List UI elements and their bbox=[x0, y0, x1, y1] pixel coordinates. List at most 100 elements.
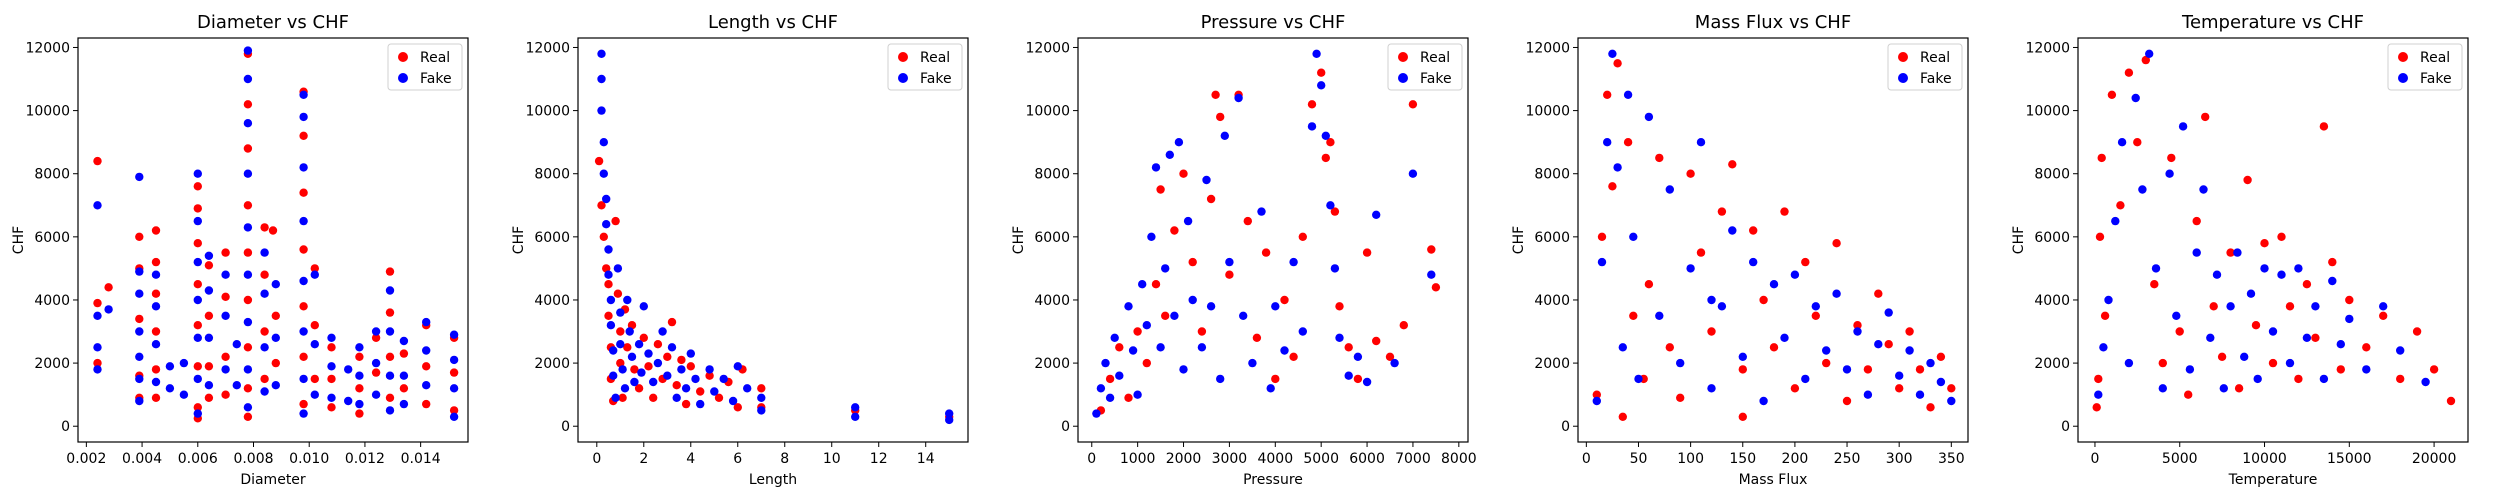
x-tick-label: 0 bbox=[592, 451, 601, 467]
data-point-real bbox=[2260, 239, 2269, 248]
data-point-fake bbox=[243, 169, 253, 178]
data-point-real bbox=[1427, 245, 1436, 254]
x-tick-label: 0.006 bbox=[178, 451, 218, 467]
data-point-real bbox=[385, 352, 395, 361]
data-point-fake bbox=[616, 308, 625, 317]
data-point-fake bbox=[2138, 185, 2147, 194]
chart-title: Temperature vs CHF bbox=[2181, 12, 2364, 33]
legend-marker-real bbox=[2398, 52, 2408, 62]
data-point-real bbox=[1597, 232, 1607, 241]
data-point-fake bbox=[299, 216, 308, 226]
x-tick-label: 2000 bbox=[1166, 451, 1202, 467]
data-point-real bbox=[2141, 55, 2150, 65]
data-point-real bbox=[327, 343, 336, 352]
data-point-real bbox=[2345, 295, 2354, 305]
data-point-fake bbox=[1853, 327, 1862, 336]
data-point-fake bbox=[2099, 343, 2108, 352]
data-point-real bbox=[1842, 396, 1852, 406]
y-tick-label: 8000 bbox=[1534, 167, 1570, 183]
data-point-fake bbox=[399, 371, 409, 380]
data-point-fake bbox=[618, 365, 627, 374]
data-point-fake bbox=[851, 403, 860, 412]
y-tick-label: 2000 bbox=[534, 356, 570, 372]
data-point-real bbox=[1216, 112, 1225, 122]
data-point-fake bbox=[2253, 374, 2262, 384]
data-point-fake bbox=[658, 327, 667, 336]
data-point-real bbox=[1717, 207, 1727, 216]
data-point-real bbox=[93, 298, 102, 308]
series-real bbox=[1096, 68, 1441, 415]
data-point-real bbox=[2294, 374, 2303, 384]
data-point-real bbox=[1895, 384, 1904, 393]
data-point-fake bbox=[2226, 302, 2235, 311]
x-tick-label: 7000 bbox=[1395, 451, 1431, 467]
data-point-fake bbox=[710, 387, 719, 396]
data-point-real bbox=[268, 226, 278, 235]
data-point-real bbox=[135, 232, 144, 241]
data-point-real bbox=[1884, 340, 1893, 349]
data-point-fake bbox=[260, 289, 269, 298]
series-fake bbox=[93, 46, 459, 421]
data-point-real bbox=[604, 280, 613, 289]
data-point-fake bbox=[609, 371, 618, 380]
data-point-fake bbox=[93, 311, 102, 320]
data-point-real bbox=[260, 223, 269, 232]
data-point-real bbox=[627, 321, 637, 330]
data-point-real bbox=[623, 343, 632, 352]
data-point-fake bbox=[1759, 396, 1768, 406]
legend-label-real: Real bbox=[1920, 50, 1950, 66]
data-point-real bbox=[2226, 248, 2235, 257]
data-point-real bbox=[1665, 343, 1675, 352]
data-point-real bbox=[422, 362, 431, 371]
data-point-real bbox=[1115, 343, 1124, 352]
data-point-fake bbox=[1915, 390, 1925, 399]
y-tick-label: 2000 bbox=[2034, 356, 2070, 372]
data-point-fake bbox=[1832, 289, 1841, 298]
data-point-fake bbox=[1603, 138, 1612, 147]
data-point-fake bbox=[193, 409, 202, 418]
x-tick-label: 10000 bbox=[2242, 451, 2287, 467]
chart-panel: 0 2 4 6 8 10 12 14 0 2000 4000 6000 8000 10000 12000 Le… bbox=[511, 12, 969, 488]
data-point-fake bbox=[2246, 289, 2256, 298]
data-point-real bbox=[193, 204, 202, 213]
data-point-real bbox=[1289, 352, 1298, 361]
data-point-real bbox=[1252, 333, 1262, 342]
data-point-fake bbox=[1326, 201, 1335, 210]
data-point-real bbox=[613, 289, 623, 298]
y-tick-label: 10000 bbox=[25, 104, 70, 120]
data-point-fake bbox=[2165, 169, 2174, 178]
data-point-real bbox=[667, 317, 677, 327]
data-point-fake bbox=[604, 245, 613, 254]
data-point-real bbox=[2362, 343, 2371, 352]
y-tick-label: 10000 bbox=[1525, 104, 1570, 120]
plot-frame bbox=[1077, 37, 1469, 443]
data-point-fake bbox=[1629, 232, 1638, 241]
y-tick-label: 8000 bbox=[34, 167, 70, 183]
data-point-fake bbox=[221, 270, 230, 279]
data-point-fake bbox=[1170, 311, 1179, 320]
data-point-fake bbox=[371, 390, 381, 399]
data-point-fake bbox=[1655, 311, 1664, 320]
data-point-real bbox=[1330, 207, 1340, 216]
data-point-fake bbox=[1623, 90, 1633, 100]
y-tick-label: 2000 bbox=[1534, 356, 1570, 372]
data-point-real bbox=[2319, 122, 2329, 131]
data-point-fake bbox=[1372, 210, 1381, 219]
data-point-fake bbox=[422, 317, 431, 327]
data-point-fake bbox=[1266, 384, 1275, 393]
data-point-real bbox=[599, 232, 608, 241]
data-point-real bbox=[449, 406, 459, 415]
data-point-fake bbox=[193, 257, 202, 267]
data-point-real bbox=[299, 302, 308, 311]
y-tick-label: 2000 bbox=[34, 356, 70, 372]
data-point-fake bbox=[599, 138, 608, 147]
legend: Real Fake bbox=[1887, 43, 1963, 91]
data-point-real bbox=[649, 393, 658, 402]
data-point-fake bbox=[691, 374, 700, 384]
data-point-real bbox=[243, 248, 253, 257]
x-tick-label: 0.004 bbox=[122, 451, 162, 467]
data-point-fake bbox=[1947, 396, 1956, 406]
data-point-fake bbox=[371, 327, 381, 336]
data-point-fake bbox=[299, 374, 308, 384]
